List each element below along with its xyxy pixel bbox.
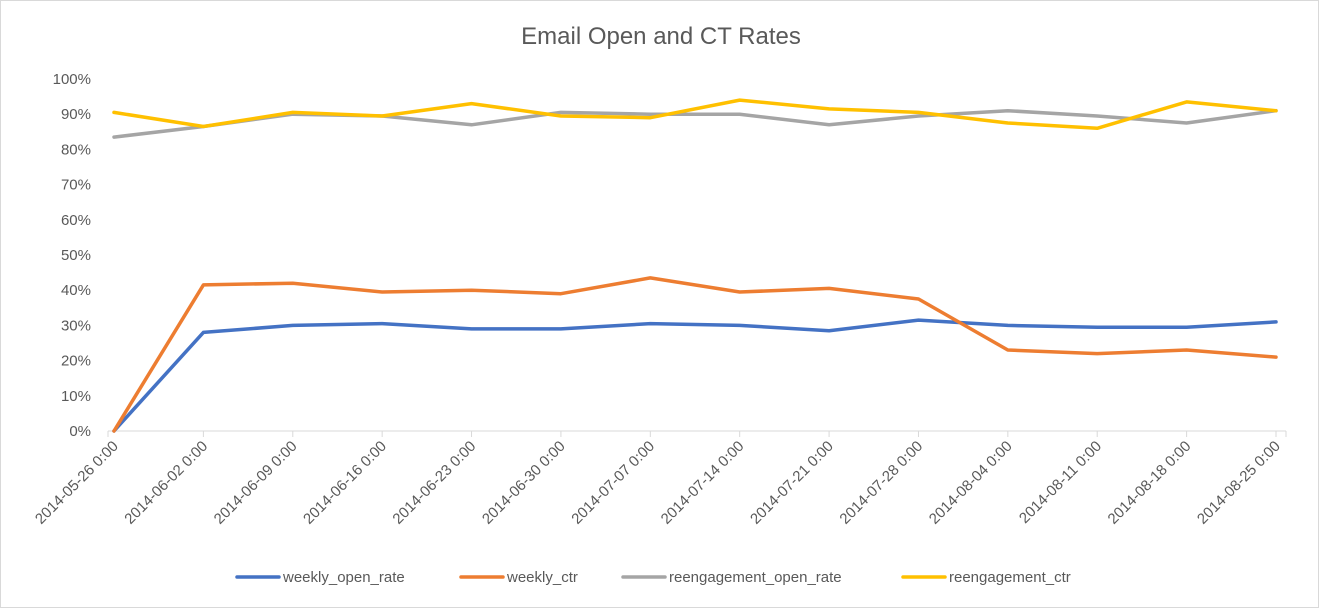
legend-item-weekly-open-rate: weekly_open_rate <box>235 569 405 586</box>
legend-label: weekly_open_rate <box>282 569 405 586</box>
x-axis: 2014-05-26 0:00 2014-06-02 0:00 2014-06-09… <box>32 430 1287 528</box>
y-tick-label: 50% <box>61 247 91 264</box>
y-tick-label: 60% <box>61 212 91 229</box>
x-tick-label: 2014-06-09 0:00 <box>211 438 301 528</box>
legend-label: weekly_ctr <box>506 569 578 586</box>
y-tick-label: 40% <box>61 282 91 299</box>
x-tick-label: 2014-07-14 0:00 <box>658 438 748 528</box>
legend-item-reengagement-ctr: reengagement_ctr <box>901 569 1071 586</box>
legend-label: reengagement_ctr <box>949 569 1071 586</box>
y-tick-label: 70% <box>61 177 91 194</box>
x-tick-label: 2014-06-23 0:00 <box>389 438 479 528</box>
legend: weekly_open_rate weekly_ctr reengagement_o… <box>235 569 1071 586</box>
chart-title: Email Open and CT Rates <box>521 23 801 50</box>
legend-label: reengagement_open_rate <box>669 569 842 586</box>
x-tick-label: 2014-06-16 0:00 <box>300 438 390 528</box>
series-line-weekly-open-rate <box>112 318 1278 433</box>
x-tick-label: 2014-07-21 0:00 <box>747 438 837 528</box>
x-tick-label: 2014-05-26 0:00 <box>32 438 122 528</box>
y-axis: 0% 10% 20% 30% 40% 50% 60% 70% 80% 90% 100% <box>53 71 91 440</box>
x-tick-label: 2014-06-02 0:00 <box>121 438 211 528</box>
x-tick-label: 2014-06-30 0:00 <box>479 438 569 528</box>
x-tick-label: 2014-07-07 0:00 <box>568 438 658 528</box>
y-tick-label: 100% <box>53 71 91 88</box>
legend-item-reengagement-open-rate: reengagement_open_rate <box>621 569 842 586</box>
y-tick-label: 30% <box>61 317 91 334</box>
series-lines <box>112 98 1278 433</box>
y-tick-label: 90% <box>61 106 91 123</box>
series-line-weekly-ctr <box>112 276 1278 433</box>
x-tick-label: 2014-08-11 0:00 <box>1016 438 1105 527</box>
y-tick-label: 10% <box>61 388 91 405</box>
y-tick-label: 0% <box>69 423 91 440</box>
x-tick-label: 2014-07-28 0:00 <box>836 438 926 528</box>
legend-item-weekly-ctr: weekly_ctr <box>459 569 578 586</box>
y-tick-label: 20% <box>61 353 91 370</box>
series-line-reengagement-ctr <box>112 98 1278 131</box>
x-tick-label: 2014-08-18 0:00 <box>1105 438 1195 528</box>
y-tick-label: 80% <box>61 141 91 158</box>
x-tick-label: 2014-08-25 0:00 <box>1194 438 1284 528</box>
x-tick-label: 2014-08-04 0:00 <box>926 438 1016 528</box>
